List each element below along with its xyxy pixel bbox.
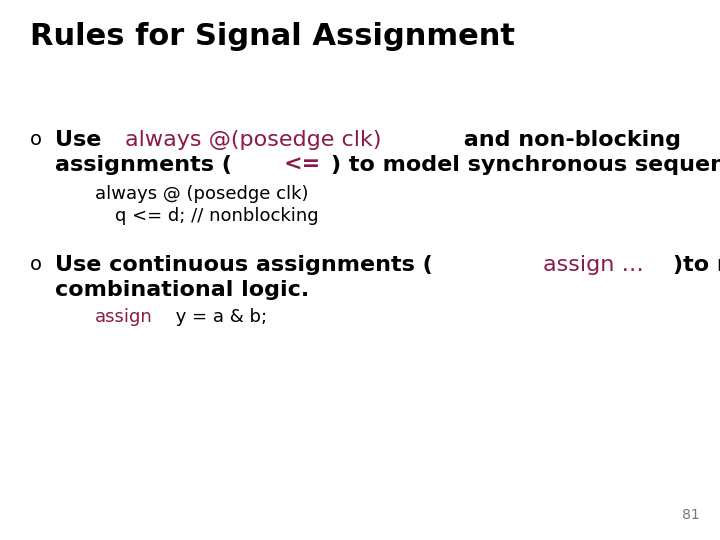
Text: )to model simple: )to model simple [672,255,720,275]
Text: o: o [30,130,42,149]
Text: and non-blocking: and non-blocking [456,130,681,150]
Text: o: o [30,255,42,274]
Text: Use continuous assignments (: Use continuous assignments ( [55,255,433,275]
Text: ) to model synchronous sequential logic: ) to model synchronous sequential logic [331,155,720,175]
Text: Use: Use [55,130,109,150]
Text: y = a & b;: y = a & b; [169,308,266,326]
Text: always @(posedge clk): always @(posedge clk) [125,130,382,150]
Text: 81: 81 [683,508,700,522]
Text: combinational logic.: combinational logic. [55,280,310,300]
Text: q <= d; // nonblocking: q <= d; // nonblocking [115,207,319,225]
Text: Rules for Signal Assignment: Rules for Signal Assignment [30,22,515,51]
Text: assign: assign [95,308,153,326]
Text: always @ (posedge clk): always @ (posedge clk) [95,185,308,203]
Text: assign …: assign … [543,255,644,275]
Text: assignments (: assignments ( [55,155,232,175]
Text: <=: <= [284,155,320,175]
